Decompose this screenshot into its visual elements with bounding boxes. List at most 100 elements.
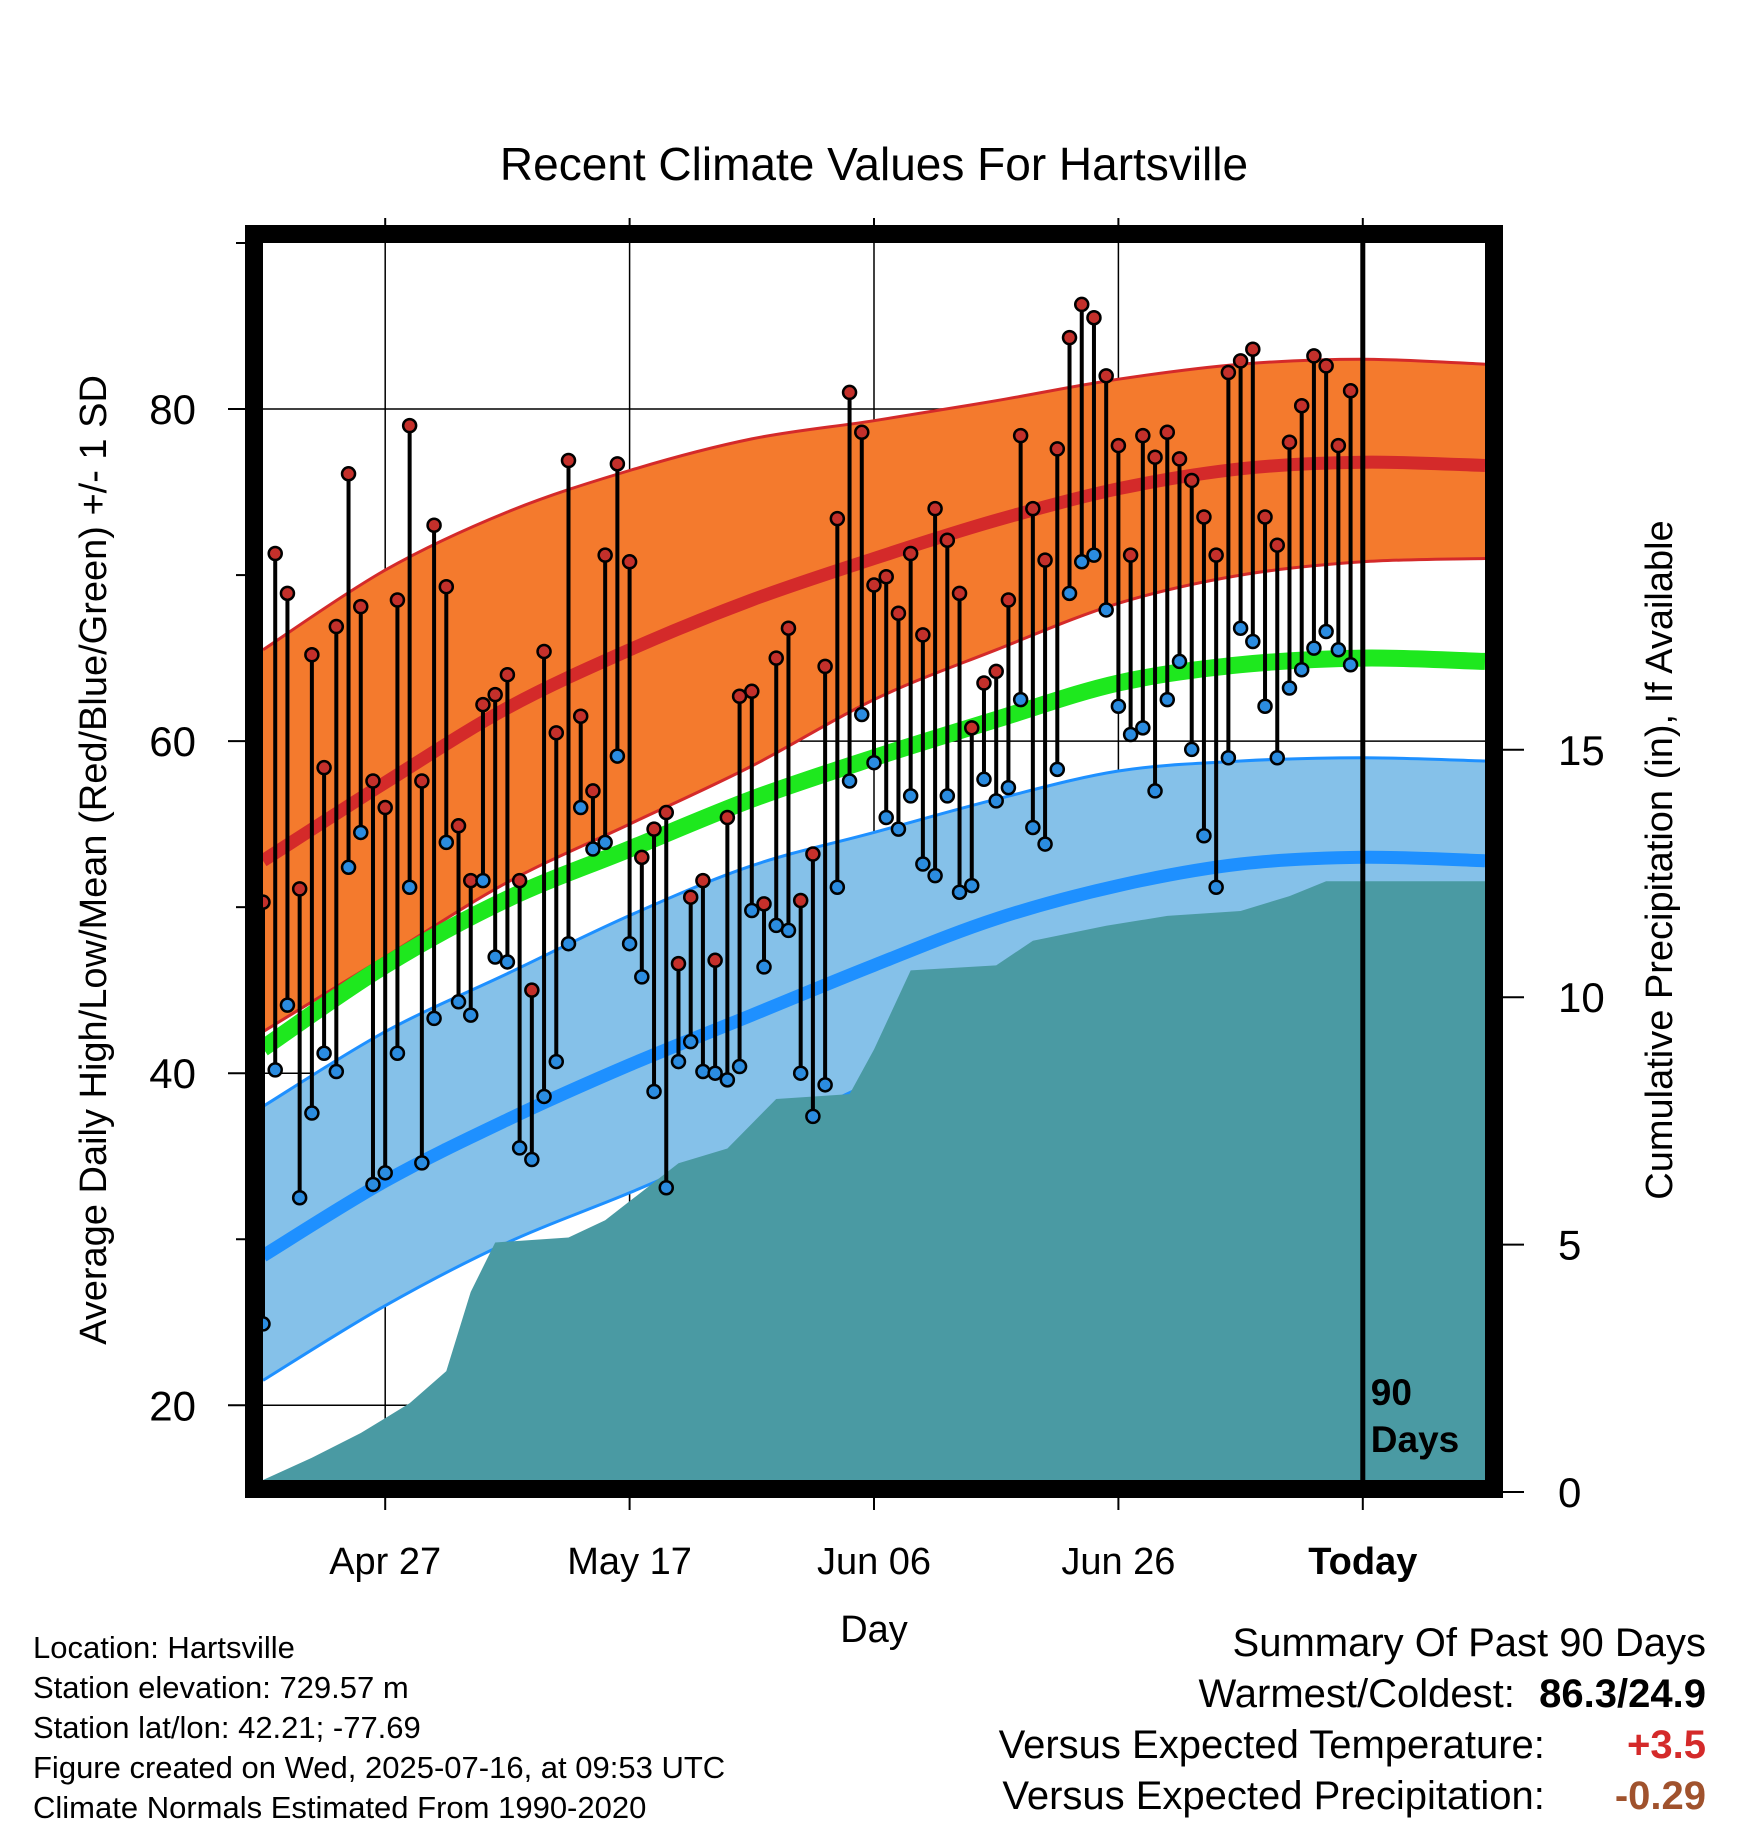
daily-high-point	[756, 896, 772, 912]
daily-high-point	[316, 759, 332, 776]
high-normal-band-upper-edge	[263, 357, 1485, 652]
daily-low-point	[304, 1105, 320, 1121]
daily-high-point	[1232, 353, 1249, 369]
daily-range-bars	[261, 304, 1353, 1324]
daily-low-point	[1196, 828, 1212, 844]
daily-high-point	[902, 545, 919, 562]
daily-low-point	[1293, 661, 1310, 678]
daily-high-point	[670, 955, 687, 972]
y-tick-label: 80	[149, 386, 196, 433]
daily-low-point	[756, 959, 772, 975]
daily-low-point	[548, 1053, 565, 1070]
daily-low-point	[1086, 547, 1102, 563]
daily-high-point	[1183, 472, 1200, 489]
daily-high-point	[646, 821, 662, 837]
daily-low-point	[524, 1151, 540, 1168]
daily-high-point	[854, 424, 870, 441]
daily-low-point	[462, 1007, 479, 1023]
daily-low-point	[951, 884, 968, 900]
daily-low-point	[414, 1155, 430, 1171]
daily-low-point	[291, 1189, 308, 1206]
chart-title: Recent Climate Values For Hartsville	[500, 138, 1248, 190]
daily-high-point	[585, 783, 601, 799]
daily-low-point	[695, 1063, 711, 1080]
daily-high-point	[621, 554, 638, 570]
daily-high-point	[878, 568, 894, 585]
x-tick-label: Apr 27	[329, 1541, 441, 1583]
daily-low-point	[340, 859, 357, 876]
daily-high-point	[1159, 424, 1176, 441]
daily-high-point	[780, 620, 797, 636]
daily-high-point	[475, 696, 491, 713]
daily-low-point	[1232, 620, 1249, 636]
location-text: Location: Hartsville	[33, 1630, 295, 1665]
daily-low-point	[1257, 698, 1273, 715]
x-tick-label: Jun 06	[817, 1541, 931, 1583]
today-marker-label: Days	[1371, 1419, 1459, 1460]
daily-low-point	[1000, 779, 1017, 796]
y2-tick-label: 0	[1558, 1469, 1581, 1516]
y-tick-label: 60	[149, 718, 196, 765]
daily-low-point	[377, 1165, 393, 1181]
daily-low-point	[841, 773, 858, 789]
daily-low-point	[939, 788, 956, 804]
daily-high-point	[1135, 427, 1151, 444]
daily-high-point	[1293, 397, 1310, 414]
daily-high-point	[1306, 348, 1322, 364]
warm-cold-label: Warmest/Coldest:	[1198, 1672, 1515, 1716]
warm-cold-row: Warmest/Coldest: 86.3/24.9	[999, 1669, 1707, 1720]
daily-low-point	[682, 1033, 699, 1050]
daily-low-point	[1110, 698, 1127, 715]
daily-low-point	[1049, 761, 1066, 778]
daily-high-point	[915, 627, 931, 643]
daily-high-point	[499, 666, 516, 683]
daily-low-point	[1061, 585, 1078, 602]
daily-low-point	[817, 1077, 833, 1093]
daily-low-point	[780, 922, 797, 939]
daily-high-point	[1208, 547, 1224, 563]
daily-high-point	[805, 846, 821, 862]
daily-low-point	[988, 793, 1004, 809]
daily-high-point	[597, 547, 613, 563]
daily-low-point	[316, 1045, 332, 1062]
daily-low-point	[707, 1065, 723, 1081]
y2-axis-label: Cumulative Precipitation (in), If Availa…	[1639, 520, 1681, 1199]
daily-low-point	[1269, 749, 1286, 766]
daily-low-point	[1098, 602, 1114, 618]
daily-low-point	[1306, 640, 1322, 656]
daily-low-point	[1183, 741, 1200, 758]
x-axis-label: Day	[840, 1609, 908, 1651]
daily-high-point	[1073, 296, 1090, 313]
daily-high-point	[1196, 509, 1212, 525]
daily-high-point	[340, 466, 357, 482]
daily-high-point	[658, 804, 675, 821]
daily-low-point	[1220, 749, 1237, 766]
daily-high-point	[267, 545, 283, 562]
daily-high-point	[1061, 329, 1078, 346]
daily-low-point	[976, 771, 992, 788]
daily-low-point	[1330, 642, 1347, 658]
daily-low-point	[805, 1108, 821, 1125]
daily-low-point	[829, 879, 846, 895]
y2-tick-label: 5	[1558, 1222, 1581, 1269]
daily-low-point	[279, 997, 296, 1013]
daily-high-point	[1000, 592, 1017, 608]
daily-low-point	[1037, 836, 1053, 852]
daily-low-point	[621, 935, 638, 952]
low-normal-line	[263, 850, 1485, 1262]
daily-low-point	[1135, 720, 1151, 736]
y-axis-label: Average Daily High/Low/Mean (Red/Blue/Gr…	[73, 375, 115, 1345]
y-tick-label: 20	[149, 1382, 196, 1429]
daily-low-point	[1208, 879, 1224, 895]
daily-high-point	[744, 683, 760, 700]
daily-low-point	[328, 1063, 345, 1080]
y2-tick-label: 10	[1558, 974, 1605, 1021]
daily-high-point	[450, 818, 467, 834]
daily-high-point	[792, 892, 809, 909]
daily-high-point	[1037, 552, 1053, 568]
normals-period-text: Climate Normals Estimated From 1990-2020	[33, 1790, 647, 1825]
daily-high-point	[328, 618, 345, 635]
daily-low-point	[572, 799, 589, 816]
daily-high-point	[560, 452, 577, 469]
